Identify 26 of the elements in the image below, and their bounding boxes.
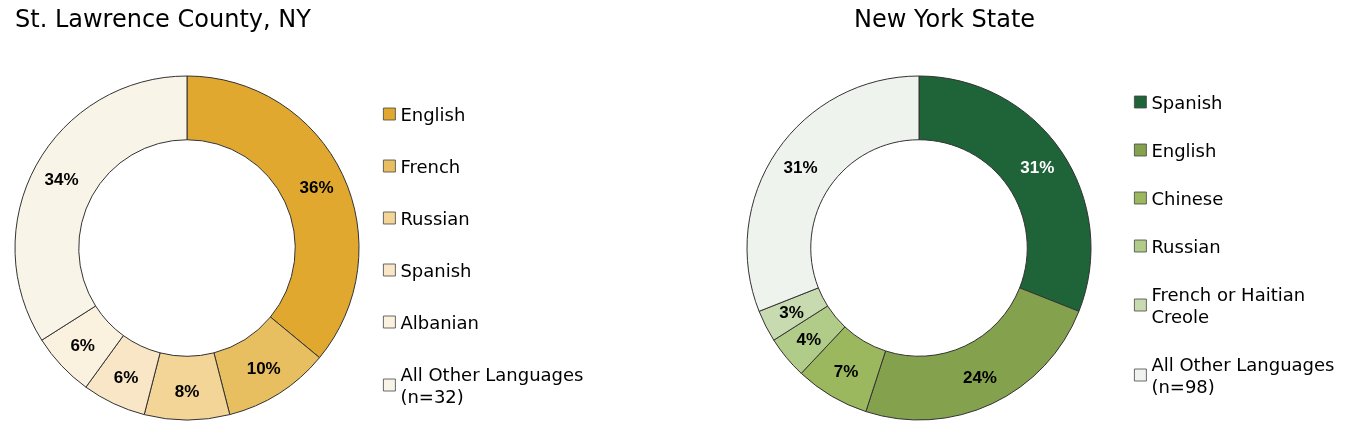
legend-label: French [400,155,461,177]
legend-label: Chinese [1151,187,1224,209]
data-label: 31% [783,158,818,178]
data-label: 6% [113,368,139,387]
legend-label: English [1151,139,1217,161]
data-label: 6% [70,336,95,356]
legend-label: All Other Languages (n=32) [400,363,590,407]
legend-label: Spanish [400,259,472,281]
legend-label: Spanish [1151,91,1223,113]
data-label: 36% [299,177,334,197]
legend-label: French or Haitian Creole [1151,283,1311,327]
chart-title: St. Lawrence County, NY [15,5,312,33]
legend-label: English [400,103,466,125]
legend-label: Russian [400,207,470,229]
data-label: 31% [1020,158,1055,178]
data-label: 24% [962,368,997,387]
chart-title: New York State [854,5,1036,33]
legend-label: Albanian [400,311,480,333]
legend-label: Russian [1151,235,1221,257]
data-label: 8% [174,381,200,401]
data-label: 34% [44,169,79,189]
data-label: 4% [796,329,822,349]
data-label: 3% [779,303,804,323]
data-label: 10% [246,359,281,379]
legend-label: All Other Languages (n=98) [1151,353,1341,397]
data-label: 7% [833,361,859,381]
